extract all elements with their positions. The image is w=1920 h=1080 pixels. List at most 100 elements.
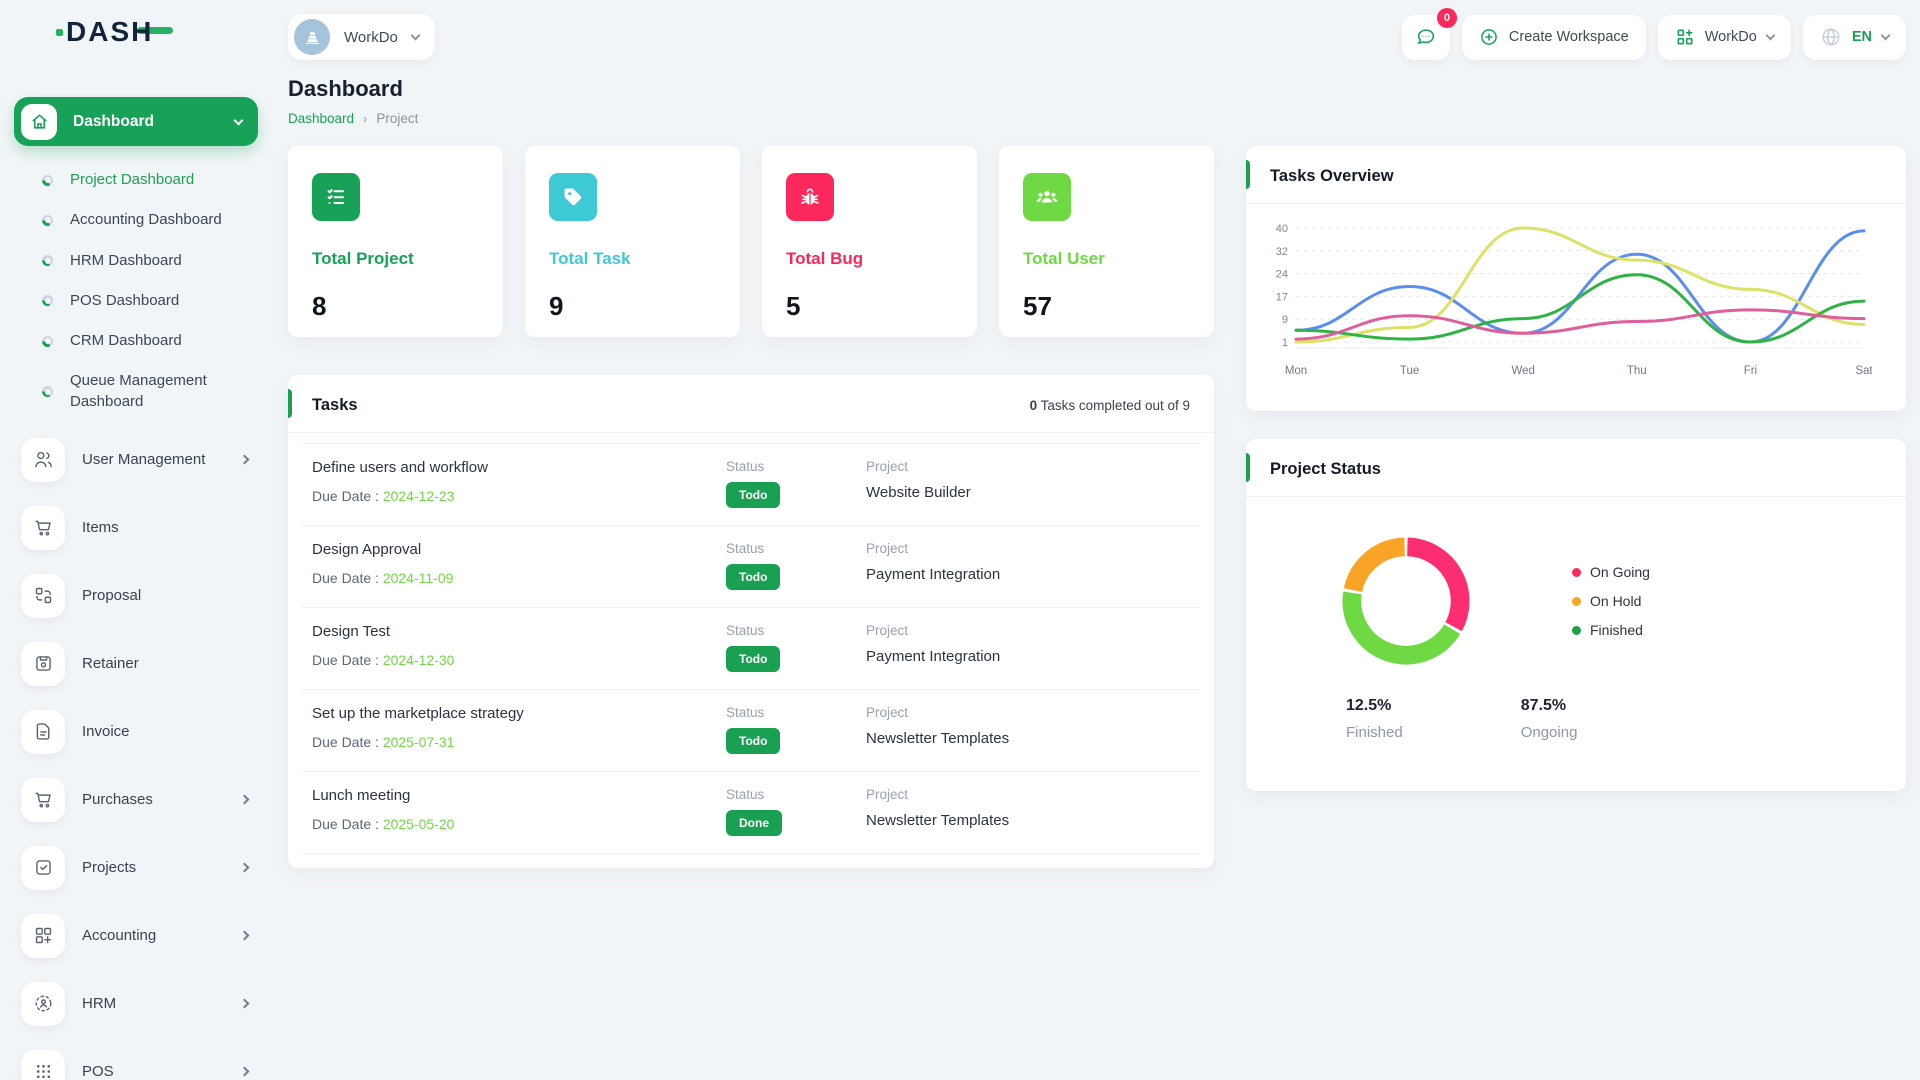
messages-button[interactable]: 0	[1401, 7, 1457, 60]
bullet-icon	[42, 174, 53, 186]
chevron-right-icon	[239, 794, 250, 805]
bullet-icon	[42, 255, 53, 267]
status-badge: Todo	[726, 646, 781, 672]
sidebar-item-items[interactable]: Items	[14, 500, 258, 556]
language-label: EN	[1851, 29, 1872, 45]
workspace-switcher[interactable]: WorkDo	[288, 14, 435, 60]
task-row[interactable]: Lunch meeting Due Date : 2025-05-20 Stat…	[302, 772, 1200, 854]
sidebar-item-projects[interactable]: Projects	[14, 840, 258, 896]
chevron-down-icon	[410, 30, 421, 41]
task-due-date: Due Date : 2025-07-31	[312, 734, 455, 750]
users-icon	[1023, 173, 1071, 221]
proposal-icon	[21, 573, 65, 618]
legend-dot-icon	[1572, 567, 1581, 577]
sub-item-label: HRM Dashboard	[70, 251, 182, 269]
save-icon	[21, 641, 65, 686]
sidebar-item-pos[interactable]: POS	[14, 1044, 258, 1080]
task-row[interactable]: Set up the marketplace strategy Due Date…	[302, 690, 1200, 772]
sidebar-item-proposal[interactable]: Proposal	[14, 568, 258, 624]
svg-text:Sat: Sat	[1855, 365, 1872, 377]
person-circle-icon	[21, 981, 65, 1026]
stat-ongoing-value: 87.5%	[1520, 697, 1567, 714]
language-selector[interactable]: EN	[1802, 14, 1906, 60]
home-icon	[21, 103, 57, 140]
sidebar-item-hrm-dashboard[interactable]: HRM Dashboard	[14, 241, 258, 281]
svg-text:1: 1	[1282, 337, 1288, 349]
status-label: Status	[726, 541, 765, 556]
svg-text:Tue: Tue	[1400, 365, 1419, 377]
stat-card-total-bug: Total Bug 5	[762, 146, 977, 337]
sidebar: DASH Dashboard Project Dashboard Account…	[0, 0, 264, 1080]
status-label: Status	[726, 787, 765, 802]
svg-text:9: 9	[1282, 314, 1288, 326]
breadcrumb-dashboard-link[interactable]: Dashboard	[288, 111, 355, 126]
svg-text:32: 32	[1276, 246, 1288, 258]
nav-item-label: POS	[82, 1063, 114, 1080]
chevron-right-icon	[239, 1066, 250, 1077]
apps-grid-icon	[1677, 29, 1693, 45]
chevron-right-icon	[239, 998, 250, 1009]
sidebar-item-crm-dashboard[interactable]: CRM Dashboard	[14, 321, 258, 361]
stat-value: 57	[1023, 291, 1052, 321]
chevron-right-icon	[239, 930, 250, 941]
task-name: Design Approval	[312, 541, 422, 558]
stat-card-total-user: Total User 57	[999, 146, 1214, 337]
create-workspace-button[interactable]: Create Workspace	[1461, 14, 1646, 60]
legend-item-on-going: On Going	[1572, 564, 1650, 580]
sidebar-item-purchases[interactable]: Purchases	[14, 772, 258, 828]
logo-text: DASH	[55, 16, 154, 47]
nav-item-label: Proposal	[82, 587, 142, 605]
sidebar-item-invoice[interactable]: Invoice	[14, 704, 258, 760]
task-name: Design Test	[312, 623, 391, 640]
sidebar-item-retainer[interactable]: Retainer	[14, 636, 258, 692]
status-label: Status	[726, 705, 765, 720]
project-status-donut-chart	[1342, 537, 1470, 665]
bullet-icon	[42, 214, 53, 226]
create-workspace-label: Create Workspace	[1508, 29, 1629, 45]
sidebar-item-accounting-dashboard[interactable]: Accounting Dashboard	[14, 200, 258, 240]
svg-text:Thu: Thu	[1627, 365, 1647, 377]
sidebar-item-queue-management-dashboard[interactable]: Queue Management Dashboard	[14, 361, 258, 422]
sidebar-item-label: Dashboard	[73, 112, 154, 130]
task-name: Set up the marketplace strategy	[312, 705, 524, 722]
stat-value: 5	[786, 291, 801, 321]
nav-item-label: Invoice	[82, 723, 130, 741]
sidebar-item-pos-dashboard[interactable]: POS Dashboard	[14, 281, 258, 321]
task-row[interactable]: Design Approval Due Date : 2024-11-09 St…	[302, 526, 1200, 608]
cart-icon	[21, 777, 65, 822]
stat-ongoing-label: Ongoing	[1520, 724, 1578, 741]
status-badge: Todo	[726, 728, 781, 754]
stat-finished-value: 12.5%	[1346, 697, 1392, 714]
workdo-apps-button[interactable]: WorkDo	[1657, 14, 1791, 60]
project-status-card: Project Status On Going On Hold Finished	[1246, 439, 1906, 791]
stat-cards: Total Project 8 Total Task 9	[288, 146, 1214, 337]
task-name: Define users and workflow	[312, 459, 488, 476]
topbar: WorkDo 0 Create Workspace WorkDo	[264, 0, 1920, 64]
document-icon	[21, 709, 65, 754]
sub-item-label: CRM Dashboard	[70, 332, 182, 349]
stat-label: Total User	[1023, 249, 1105, 268]
nav-item-label: Accounting	[82, 927, 157, 945]
grid-dots-icon	[21, 1049, 65, 1080]
stat-label: Total Task	[549, 249, 631, 268]
nav-item-label: Projects	[82, 859, 137, 877]
cart-icon	[21, 505, 65, 550]
stat-label: Total Project	[312, 249, 414, 268]
sidebar-item-accounting[interactable]: Accounting	[14, 908, 258, 964]
sidebar-item-project-dashboard[interactable]: Project Dashboard	[14, 160, 258, 200]
svg-text:17: 17	[1276, 291, 1288, 303]
legend-dot-icon	[1572, 596, 1581, 606]
bug-icon	[786, 173, 834, 221]
sidebar-item-user-management[interactable]: User Management	[14, 432, 258, 488]
sidebar-item-dashboard[interactable]: Dashboard	[14, 97, 258, 146]
stat-card-total-project: Total Project 8	[288, 146, 503, 337]
sidebar-item-hrm[interactable]: HRM	[14, 976, 258, 1032]
nav-item-label: Retainer	[82, 655, 139, 673]
tasks-summary: 0 Tasks completed out of 9	[1029, 398, 1190, 413]
tasks-overview-chart: 40 32 24 17 9 1 Mon Tue Wed Thu Fri Sat	[1276, 223, 1874, 377]
task-row[interactable]: Design Test Due Date : 2024-12-30 Status…	[302, 608, 1200, 690]
messages-count-badge: 0	[1436, 7, 1457, 28]
task-row[interactable]: Define users and workflow Due Date : 202…	[302, 443, 1200, 526]
stat-finished: 12.5% Finished	[1346, 697, 1403, 741]
